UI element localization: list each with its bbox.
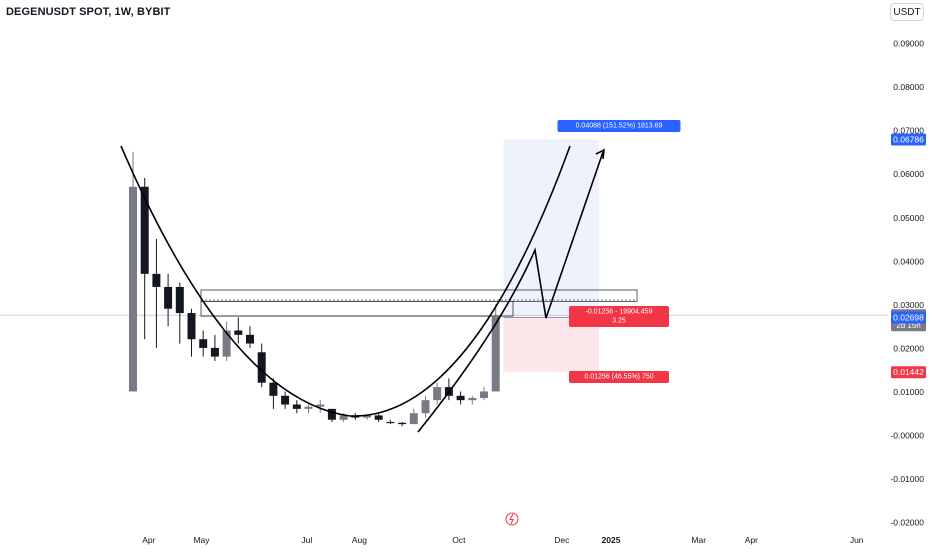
flash-icon[interactable] [505,512,519,526]
center-label-text: -0.01256 - 19904.459 [586,309,653,316]
x-tick-label: Aug [352,535,367,545]
price-badge-bg [891,311,926,324]
y-tick-label: 0.06000 [893,169,924,179]
x-tick-label: Jul [301,535,312,545]
y-tick-label: 0.04000 [893,256,924,266]
x-tick-label: Dec [554,535,570,545]
candle-body[interactable] [468,397,477,401]
y-tick-label: 0.05000 [893,213,924,223]
price-badge-bg [891,133,926,146]
candle-body[interactable] [304,406,313,409]
candle-body[interactable] [234,330,243,335]
candle-body[interactable] [257,352,266,383]
candle-body[interactable] [339,415,348,420]
candle-body[interactable] [316,404,325,407]
position-zones [503,139,599,373]
flash-icon-ring [505,512,519,526]
target-label-text: 0.04088 (151.52%) 1813.69 [576,123,663,130]
trend-drawings [120,145,605,433]
support-box[interactable] [200,300,514,317]
price-badge: 0.02698 [891,311,926,324]
center-label-bg [569,306,669,327]
target-label-bg [557,120,681,132]
target-label: 0.04088 (151.52%) 1813.69 [557,120,681,132]
candle-body[interactable] [129,186,137,392]
candle-body[interactable] [433,387,442,401]
y-tick-label: -0.02000 [890,518,924,528]
arrow-head [595,148,605,160]
x-tick-label: Oct [452,535,466,545]
candle-body[interactable] [327,408,336,420]
price-badge: 0.06786 [891,133,926,146]
candle-body[interactable] [363,415,371,418]
candle-body[interactable] [164,286,173,309]
y-tick-label: 0.07000 [893,126,924,136]
symbol-title: DEGENUSDT SPOT, 1W, BYBIT [6,6,171,18]
x-tick-label: 2025 [602,535,621,545]
position-labels: 0.04088 (151.52%) 1813.69 -0.01256 - 1990… [557,120,681,383]
candle-body[interactable] [491,315,500,392]
candle-body[interactable] [292,404,301,409]
price-badge-text: 0.02698 [893,313,924,323]
center-label: -0.01256 - 19904.459 3.25 [569,306,669,327]
y-tick-label: -0.00000 [890,431,924,441]
candle-body[interactable] [409,413,418,425]
price-badge-text: 0.01442 [893,367,924,377]
y-tick-label: 0.01000 [893,387,924,397]
candle-body[interactable] [175,286,184,314]
candle-body[interactable] [269,382,278,396]
y-tick-label: -0.01000 [890,474,924,484]
candle-body[interactable] [281,395,290,405]
stop-label-bg [569,371,669,383]
stop-label: 0.01256 (46.55%) 750 [569,371,669,383]
candle-body[interactable] [152,273,161,287]
target-zone[interactable] [503,139,599,318]
x-tick-label: Mar [691,535,706,545]
y-tick-label: 0.02000 [893,343,924,353]
candle-body[interactable] [246,334,254,344]
price-badge: 0.01442 [891,366,926,379]
projection-arrow[interactable] [417,151,604,433]
time-axis: Apr May Jul Aug Oct Dec 2025 Mar Apr Jun [142,512,864,545]
candle-body[interactable] [398,422,407,425]
y-tick-label: 0.08000 [893,82,924,92]
candle-body[interactable] [187,313,196,340]
price-axis: 0.09000 0.08000 0.07000 0.06000 0.05000 0.040… [890,39,924,528]
candles-group [129,151,500,427]
candle-body[interactable] [199,339,208,348]
candle-body[interactable] [386,421,395,424]
candle-body[interactable] [140,186,149,274]
x-tick-label: Apr [142,535,155,545]
candle-body[interactable] [210,347,219,357]
x-tick-label: Jun [850,535,864,545]
stop-label-text: 0.01256 (46.55%) 750 [584,374,653,381]
candle-body[interactable] [374,415,383,420]
candle-body[interactable] [480,391,488,398]
price-badge-sub: 2d 15h [896,321,920,330]
x-tick-label: May [193,535,210,545]
candle-body[interactable] [421,400,430,414]
reference-lines [0,289,888,317]
y-tick-label: 0.03000 [893,300,924,310]
flash-icon-bolt [509,513,514,525]
candle-body[interactable] [456,395,465,401]
price-badge-bg [891,366,926,379]
center-label-text: 3.25 [612,318,626,325]
cup-curve[interactable] [120,145,571,417]
y-tick-label: 0.09000 [893,39,924,49]
x-tick-label: Apr [745,535,758,545]
currency-button[interactable]: USDT [890,3,924,21]
price-badge-text: 0.06786 [893,134,924,144]
candle-body[interactable] [222,330,231,357]
